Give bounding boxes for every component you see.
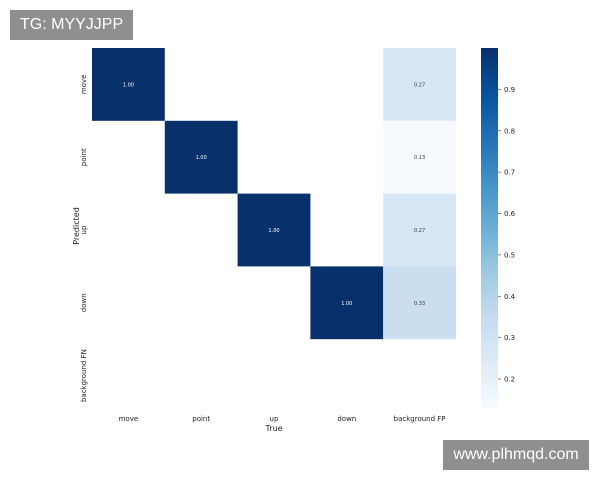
y-tick-labels: move point up down background FN: [80, 75, 88, 402]
colorbar-tick-label: 0.6: [504, 210, 516, 218]
y-tick-label: move: [80, 75, 88, 95]
y-axis-label: Predicted: [72, 207, 81, 245]
colorbar-tick-label: 0.7: [504, 169, 515, 177]
y-tick-label: down: [80, 293, 88, 312]
colorbar-tick-label: 0.8: [504, 127, 515, 135]
cell-value-label: 1.00: [123, 82, 134, 88]
heatmap-cell: [383, 266, 456, 340]
colorbar-tick-label: 0.5: [504, 251, 515, 259]
colorbar: [481, 48, 498, 408]
x-axis-label: True: [265, 424, 283, 433]
heatmap-cell: [383, 120, 456, 194]
heatmap-cell: [383, 48, 456, 121]
colorbar-tick-label: 0.4: [504, 293, 516, 301]
x-tick-labels: move point up down background FP: [119, 415, 446, 423]
colorbar-tick-label: 0.9: [504, 86, 515, 94]
cell-value-label: 1.00: [268, 228, 279, 234]
cell-value-label: 0.27: [414, 82, 425, 88]
y-tick-label: up: [80, 225, 88, 234]
cell-value-label: 1.00: [341, 301, 352, 307]
x-tick-label: background FP: [394, 415, 446, 423]
heatmap-cell: [310, 266, 384, 340]
watermark-bottom-right: www.plhmqd.com: [443, 440, 589, 470]
cell-value-label: 0.27: [414, 228, 425, 234]
x-tick-label: down: [337, 415, 356, 423]
heatmap-cell: [383, 193, 456, 267]
heatmap-cell: [237, 193, 311, 267]
heatmap-cell: [92, 48, 165, 121]
heatmap-cell: [164, 120, 238, 194]
y-tick-label: point: [80, 148, 88, 166]
heatmap-cells: [92, 48, 456, 340]
colorbar-tick-label: 0.3: [504, 334, 515, 342]
y-tick-label: background FN: [80, 349, 88, 402]
colorbar-tick-label: 0.2: [504, 376, 515, 384]
cell-value-labels: 1.00 0.27 1.00 0.13 1.00 0.27 1.00 0.33: [123, 82, 425, 306]
cell-value-label: 0.13: [414, 155, 425, 161]
colorbar-ticks: 0.2 0.3 0.4 0.5 0.6 0.7 0.8 0.9: [498, 86, 516, 384]
watermark-top-left: TG: MYYJJPP: [10, 10, 134, 40]
x-tick-label: move: [119, 415, 139, 423]
cell-value-label: 1.00: [196, 155, 207, 161]
x-tick-label: point: [192, 415, 210, 423]
x-tick-label: up: [270, 415, 279, 423]
cell-value-label: 0.33: [414, 301, 425, 307]
